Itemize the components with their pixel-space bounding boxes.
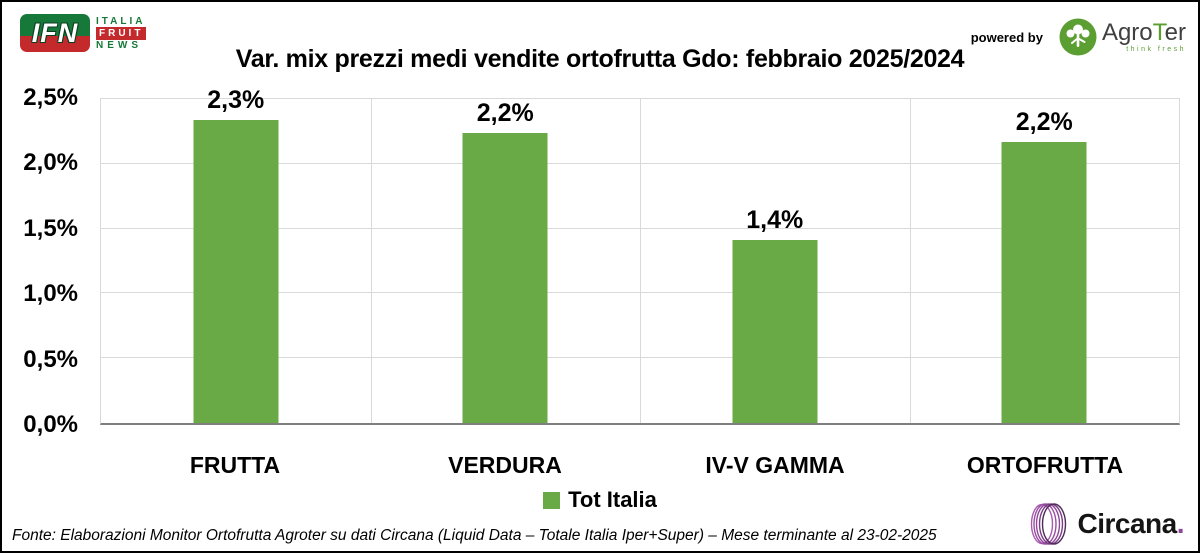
agroter-word-prefix: Agro: [1101, 19, 1153, 46]
circana-rings-icon: [1030, 503, 1066, 545]
ifn-line-italia: ITALIA: [96, 16, 146, 27]
ifn-wordmark: ITALIA FRUIT NEWS: [96, 14, 147, 53]
agroter-tagline: think fresh: [1126, 46, 1186, 53]
plot-area: 2,3% 2,2% 1,4% 2,2%: [100, 87, 1180, 425]
ifn-line-news: NEWS: [96, 40, 142, 51]
v-gridline: [370, 99, 372, 423]
agroter-wordmark: AgroTer think fresh: [1101, 19, 1186, 54]
ifn-logo: IFN ITALIA FRUIT NEWS: [20, 14, 147, 53]
y-axis: 0,0% 0,5% 1,0% 1,5% 2,0% 2,5%: [2, 86, 90, 437]
bar: [462, 132, 548, 423]
bar: [1001, 141, 1087, 423]
y-axis-tick-label: 0,0%: [23, 411, 78, 438]
ifn-line-fruit: FRUIT: [96, 27, 147, 40]
x-axis-labels: FRUTTA VERDURA IV-V GAMMA ORTOFRUTTA: [100, 446, 1180, 478]
agroter-logo: AgroTer think fresh: [1059, 18, 1186, 56]
y-axis-tick-label: 0,5%: [23, 345, 78, 373]
category-label: VERDURA: [448, 452, 562, 478]
powered-by-label: powered by: [970, 29, 1043, 45]
y-axis-tick-label: 2,5%: [23, 84, 78, 111]
legend-label: Tot Italia: [568, 487, 657, 512]
tree-icon: [1059, 18, 1097, 56]
circana-logo: Circana.: [1029, 501, 1185, 547]
bar-slot: 2,2%: [910, 99, 1180, 423]
ifn-badge-red-band: [20, 36, 90, 52]
bar-value-label: 1,4%: [746, 206, 804, 235]
legend-swatch: [543, 491, 561, 509]
y-axis-tick-label: 1,0%: [23, 280, 78, 308]
source-note: Fonte: Elaborazioni Monitor Ortofrutta A…: [12, 527, 937, 544]
category-label: FRUTTA: [189, 452, 281, 478]
ifn-badge-icon: IFN: [20, 14, 90, 52]
bar-slot: 2,3%: [101, 87, 371, 423]
y-axis-tick-label: 1,5%: [23, 214, 78, 242]
bar-slot: 2,2%: [371, 99, 641, 423]
v-gridline: [640, 99, 641, 423]
category-label: ORTOFRUTTA: [966, 452, 1124, 478]
circana-wordmark: Circana.: [1077, 508, 1185, 539]
y-axis-tick-label: 2,0%: [23, 149, 78, 177]
bar: [193, 119, 279, 423]
bar: [732, 240, 818, 423]
bar-value-label: 2,2%: [476, 98, 534, 127]
bar-value-label: 2,3%: [207, 85, 265, 114]
ifn-badge-green-band: [20, 14, 90, 36]
circana-dot: .: [1176, 508, 1185, 539]
bar-value-label: 2,2%: [1015, 107, 1073, 136]
agroter-word-suffix: er: [1164, 19, 1186, 46]
agroter-word-t: T: [1152, 19, 1165, 46]
category-label: IV-V GAMMA: [705, 452, 845, 478]
legend: Tot Italia: [2, 487, 1198, 513]
ifn-abbr: IFN: [31, 17, 79, 48]
page-title: Var. mix prezzi medi vendite ortofrutta …: [235, 45, 965, 73]
powered-by-block: powered by AgroTer think fr: [971, 18, 1186, 56]
bar-slot: 1,4%: [640, 99, 910, 423]
v-gridline: [909, 99, 911, 423]
